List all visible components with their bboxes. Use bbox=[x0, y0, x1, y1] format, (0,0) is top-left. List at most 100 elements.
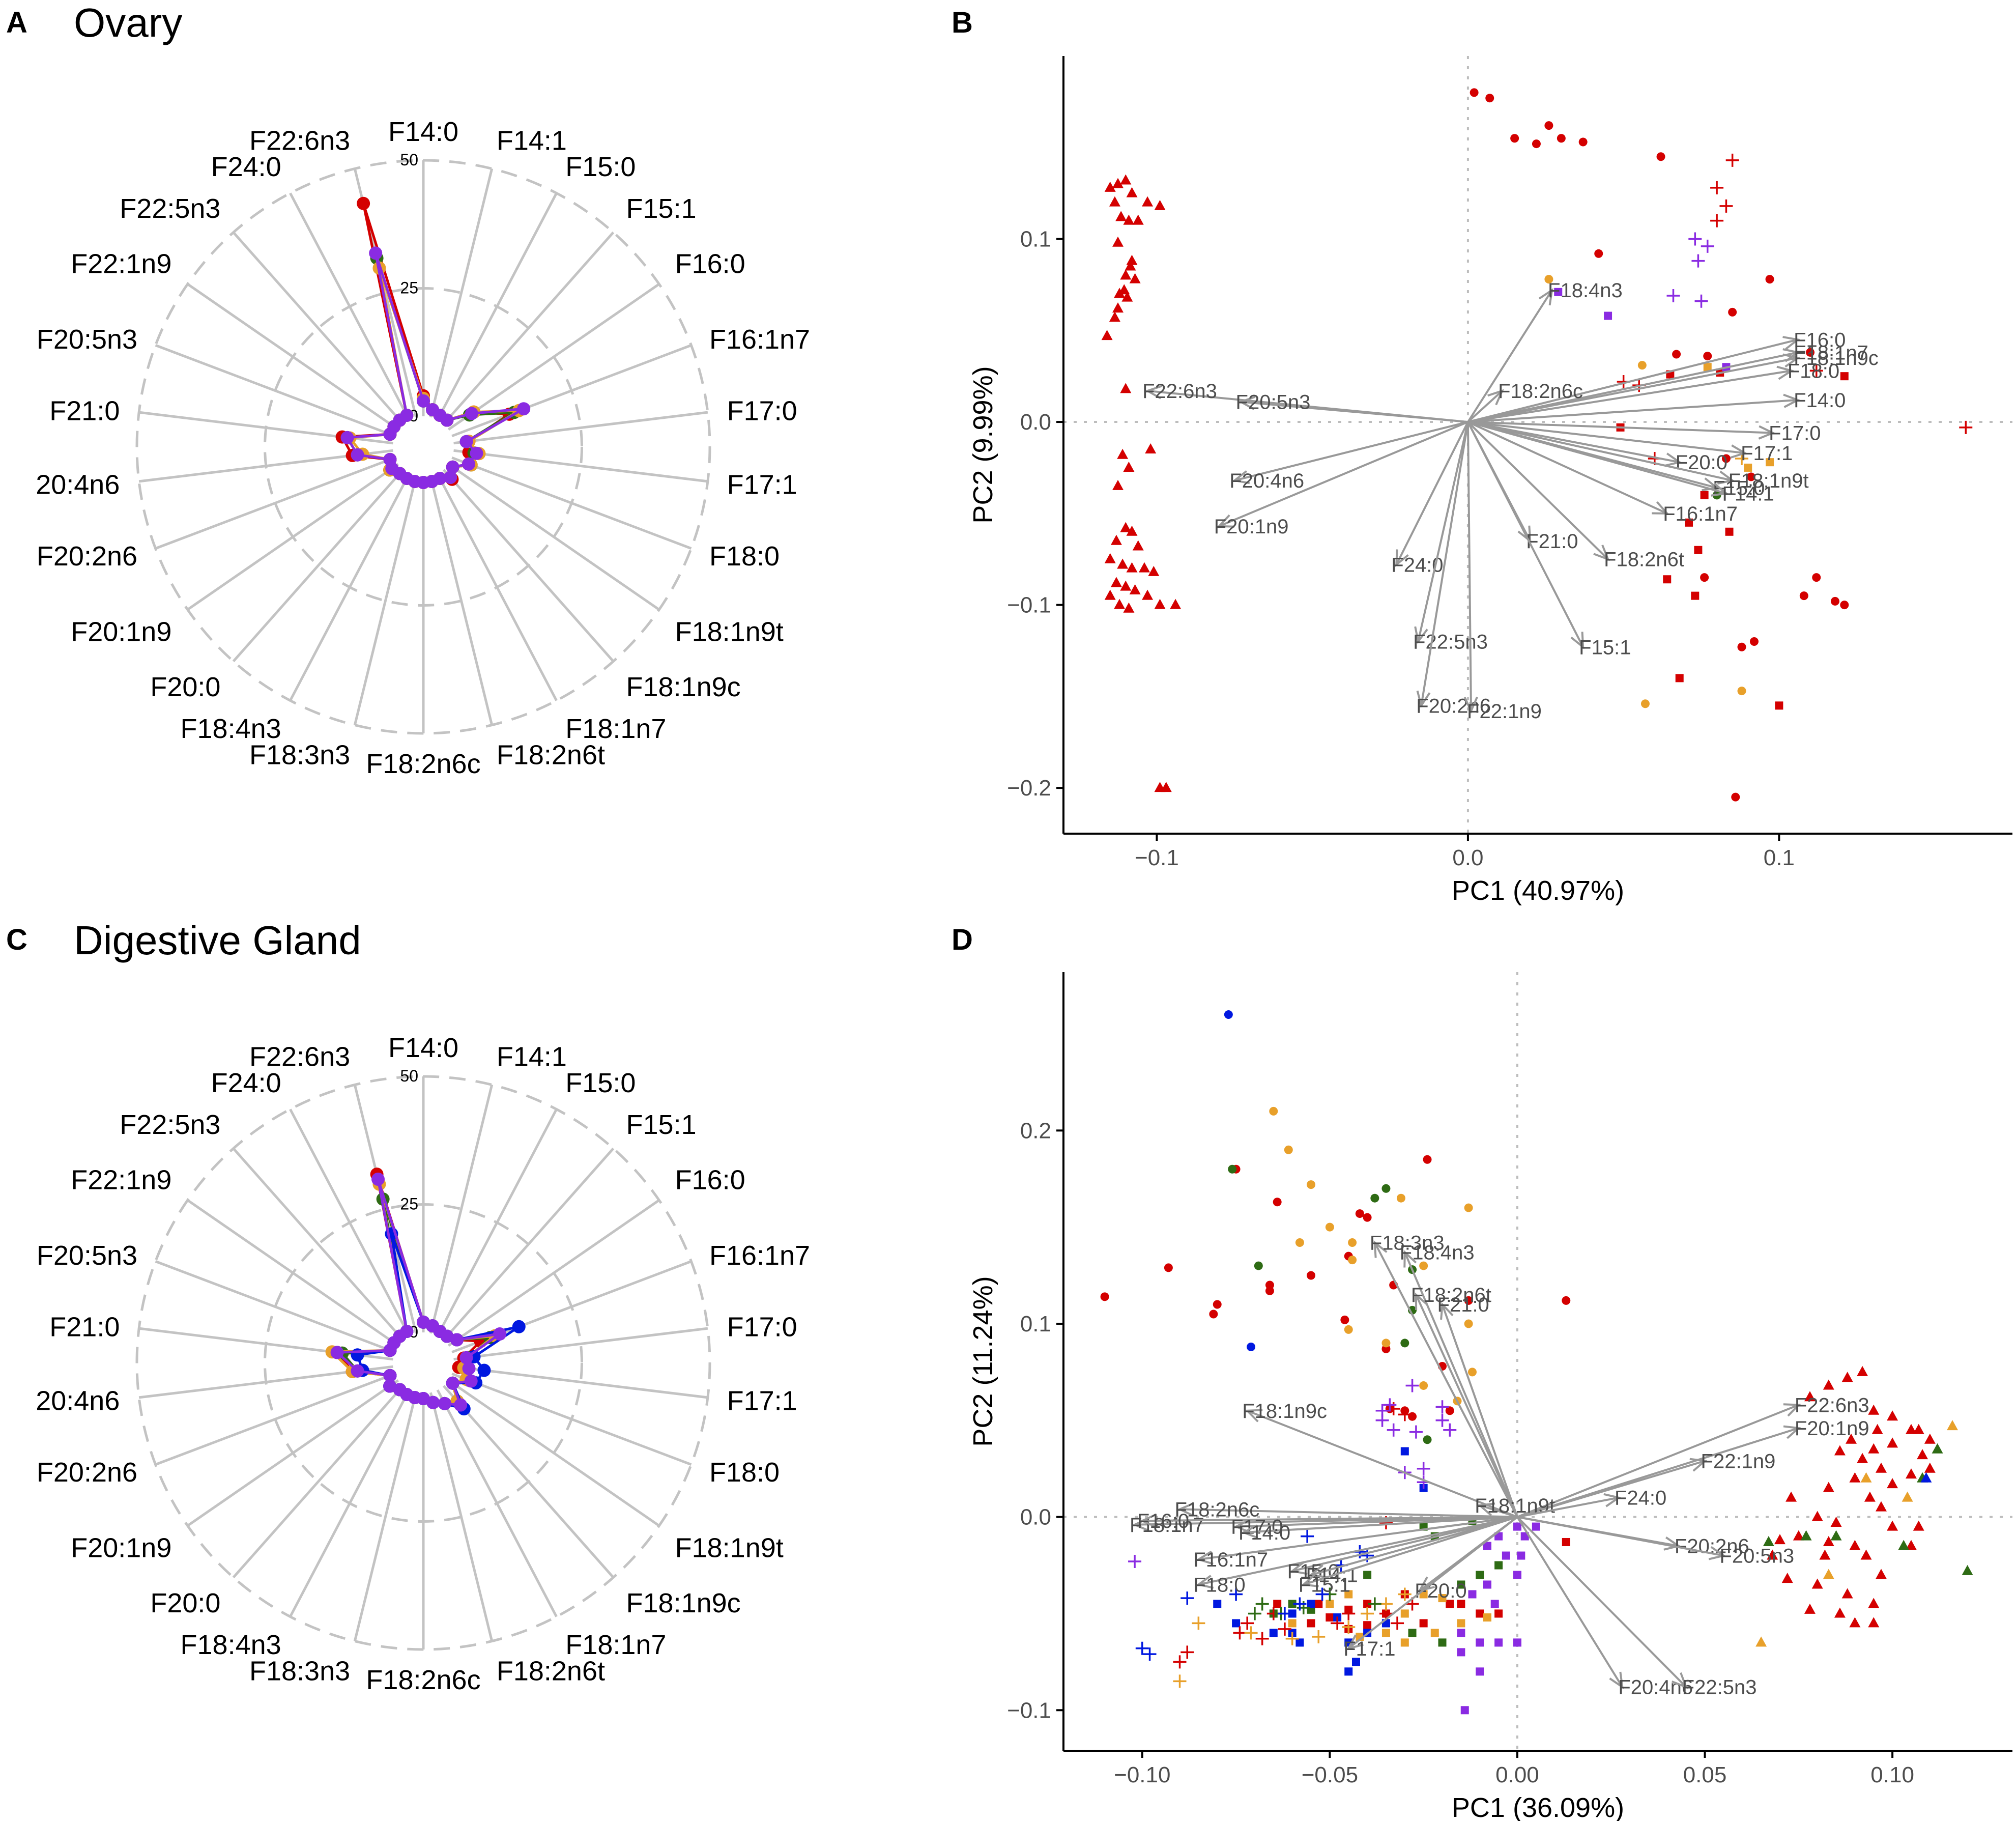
data-point-red-triangle bbox=[1871, 1424, 1883, 1434]
axis-label-f18-1n9t: F18:1n9t bbox=[675, 1532, 784, 1563]
axis-label-f15-0: F15:0 bbox=[565, 152, 636, 182]
data-point-orange-circle bbox=[1307, 1180, 1316, 1189]
spoke-f18-2n6t bbox=[429, 476, 494, 726]
data-point-purple-square bbox=[1468, 1590, 1477, 1599]
data-point-blue-f17-1 bbox=[477, 1363, 491, 1377]
data-point-blue-triangle bbox=[1920, 1472, 1932, 1483]
data-point-orange-plus bbox=[1285, 1632, 1299, 1645]
data-point-green-circle bbox=[1254, 1261, 1263, 1270]
data-point-red-triangle bbox=[1118, 284, 1130, 295]
axis-label-f14-1: F14:1 bbox=[497, 125, 567, 156]
data-point-orange-circle bbox=[1348, 1256, 1357, 1265]
loading-arrowhead-f17-0 bbox=[1758, 425, 1776, 440]
loading-arrow-f22-1n9 bbox=[1517, 1460, 1706, 1518]
data-point-orange-triangle bbox=[1902, 1491, 1913, 1502]
data-point-orange-square bbox=[1483, 1613, 1491, 1622]
data-point-green-square bbox=[1363, 1571, 1372, 1579]
x-tick-label: −0.10 bbox=[1114, 1762, 1170, 1787]
pca-biplot-ovary: −0.1 0.0 0.1 −0.2 −0.1 0.0 0.1 PC1 (40.97%) PC2 … bbox=[968, 56, 2012, 906]
x-tick-label: 0.00 bbox=[1495, 1762, 1539, 1787]
loading-label-f21-0: F21:0 bbox=[1526, 530, 1578, 553]
loading-arrowhead-f18-0 bbox=[1196, 1575, 1214, 1589]
data-point-purple-square bbox=[1476, 1638, 1484, 1647]
data-point-red-square bbox=[1494, 1609, 1503, 1618]
data-point-red-triangle bbox=[1875, 1569, 1887, 1579]
data-point-red-circle bbox=[1746, 472, 1755, 481]
data-point-purple-f22-6n3 bbox=[369, 246, 383, 260]
data-point-red-circle bbox=[1812, 573, 1821, 582]
data-point-red-circle bbox=[1721, 454, 1731, 463]
data-point-orange-square bbox=[1381, 1629, 1390, 1637]
panel-c-title: Digestive Gland bbox=[74, 918, 361, 963]
data-point-red-circle bbox=[1737, 642, 1746, 651]
data-point-purple-square bbox=[1604, 311, 1612, 320]
data-point-orange-circle bbox=[1284, 1145, 1293, 1154]
data-point-purple-square bbox=[1502, 1551, 1510, 1560]
axis-label-f18-0: F18:0 bbox=[709, 1457, 780, 1488]
spoke-f17-1 bbox=[453, 1365, 708, 1399]
spoke-f24-0 bbox=[289, 192, 411, 421]
data-point-red-triangle bbox=[1109, 196, 1120, 207]
spoke-f16-0 bbox=[447, 1199, 660, 1347]
data-point-blue-plus bbox=[1278, 1607, 1291, 1620]
data-point-purple-square bbox=[1554, 288, 1563, 296]
data-point-red-square bbox=[1725, 527, 1734, 536]
data-point-red-triangle bbox=[1905, 1424, 1917, 1434]
loading-arrow-f15-1 bbox=[1303, 1516, 1518, 1586]
data-point-green-square bbox=[1438, 1638, 1447, 1647]
loading-label-f18-1n9t: F18:1n9t bbox=[1729, 470, 1809, 492]
data-point-orange-plus bbox=[1312, 1630, 1326, 1643]
loading-label-f18-1n9t: F18:1n9t bbox=[1475, 1495, 1555, 1517]
data-point-purple-plus bbox=[1691, 254, 1705, 268]
data-point-green-plus bbox=[1248, 1607, 1261, 1620]
data-point-orange-circle bbox=[1464, 1319, 1473, 1328]
loading-arrow-f14-1 bbox=[1467, 421, 1726, 495]
loading-arrowhead-f22-5n3 bbox=[1414, 626, 1428, 644]
data-point-red-plus bbox=[1391, 1616, 1404, 1630]
data-point-red-triangle bbox=[1114, 599, 1126, 609]
spoke-f22-1n9 bbox=[187, 283, 399, 431]
loading-arrow-f20-1n9 bbox=[1218, 421, 1468, 527]
data-point-red-triangle bbox=[1917, 1449, 1928, 1460]
axis-label-f18-3n3: F18:3n3 bbox=[249, 740, 350, 771]
loading-arrowhead-f14-0 bbox=[1783, 393, 1800, 408]
data-point-red-triangle bbox=[1154, 599, 1166, 609]
data-point-green-triangle bbox=[1962, 1564, 1973, 1575]
panel-c-letter: C bbox=[6, 923, 27, 956]
spoke-f18-3n3 bbox=[353, 1392, 418, 1642]
data-point-red-triangle bbox=[1120, 580, 1132, 591]
axis-label-f22-1n9: F22:1n9 bbox=[71, 1165, 171, 1196]
data-point-red-circle bbox=[1578, 137, 1588, 147]
data-point-red-triangle bbox=[1887, 1410, 1898, 1421]
loading-arrowhead-f20-2n6 bbox=[1416, 690, 1431, 708]
data-point-red-plus bbox=[1173, 1655, 1187, 1669]
axis-label-f15-1: F15:1 bbox=[626, 193, 697, 224]
data-point-red-plus bbox=[1719, 199, 1733, 213]
data-point-red-triangle bbox=[1913, 1424, 1924, 1434]
data-point-red-triangle bbox=[1115, 211, 1127, 221]
data-point-purple-square bbox=[1532, 1522, 1540, 1531]
data-point-orange-square bbox=[1326, 1600, 1334, 1608]
loading-label-f21-0: F21:0 bbox=[1437, 1294, 1489, 1316]
data-point-red-triangle bbox=[1857, 1365, 1868, 1376]
loading-label-f18-3n3: F18:3n3 bbox=[1370, 1232, 1445, 1255]
data-point-orange-plus bbox=[1342, 1620, 1356, 1634]
data-point-purple-square bbox=[1513, 1522, 1521, 1531]
data-point-orange-triangle bbox=[1823, 1569, 1834, 1579]
axis-label-f15-0: F15:0 bbox=[565, 1068, 636, 1098]
axis-label-f20-1n9: F20:1n9 bbox=[71, 616, 171, 647]
data-point-red-square bbox=[1326, 1613, 1334, 1622]
data-point-blue-circle bbox=[1224, 1010, 1233, 1019]
data-point-orange-circle bbox=[1381, 1339, 1391, 1348]
spoke-f16-1n7 bbox=[451, 344, 692, 438]
loading-arrow-f16-0 bbox=[1467, 338, 1798, 423]
data-point-red-triangle bbox=[1849, 1617, 1861, 1628]
loading-arrowhead-f21-0 bbox=[1440, 1302, 1454, 1320]
loading-arrow-f18-2n6c bbox=[1467, 390, 1503, 423]
data-point-orange-plus bbox=[1192, 1616, 1205, 1630]
loading-arrow-f20-0 bbox=[1467, 421, 1680, 464]
axis-label-f20-0: F20:0 bbox=[150, 1588, 220, 1618]
data-point-red-triangle bbox=[1781, 1573, 1793, 1583]
data-point-orange-square bbox=[1400, 1609, 1409, 1618]
data-point-red-triangle bbox=[1123, 461, 1135, 472]
